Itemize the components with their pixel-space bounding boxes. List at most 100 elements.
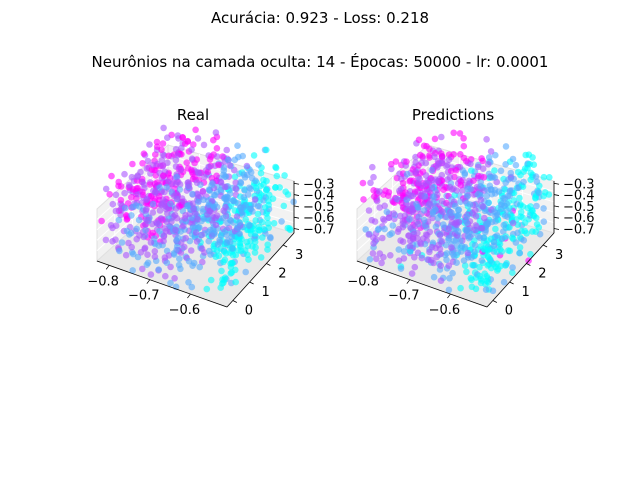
scatter-point: [406, 178, 414, 185]
scatter-point: [445, 156, 453, 163]
scatter-point: [237, 179, 245, 187]
scatter-point: [397, 265, 405, 272]
scatter-point: [502, 262, 509, 269]
scatter-point: [232, 266, 239, 274]
scatter-point: [190, 205, 197, 213]
scatter-point: [471, 242, 479, 249]
scatter-point: [456, 130, 464, 137]
scatter-point: [403, 170, 411, 178]
scatter-point: [425, 256, 432, 264]
scatter-point: [250, 152, 258, 159]
scatter-point: [139, 160, 146, 167]
scatter-point: [254, 210, 262, 218]
scatter-point: [410, 230, 418, 237]
scatter-point: [416, 175, 423, 183]
scatter-point: [411, 263, 419, 271]
scatter-point: [483, 192, 491, 200]
z-tick-label: −0.6: [563, 211, 595, 226]
scatter-point: [128, 212, 135, 219]
scatter-point: [506, 187, 514, 194]
y-tick-mark: [526, 263, 531, 266]
scatter-point: [171, 275, 178, 282]
scatter-point: [494, 211, 501, 219]
scatter-point: [134, 253, 142, 261]
scatter-point: [475, 172, 482, 180]
scatter-point: [189, 170, 197, 177]
scatter-point: [254, 202, 262, 210]
x-axis-line: [356, 260, 488, 308]
figure-title-line2: Neurônios na camada oculta: 14 - Épocas:…: [92, 52, 549, 71]
subplot-title: Real: [177, 106, 209, 124]
scatter-point: [177, 228, 184, 235]
scatter-point: [458, 248, 465, 255]
x-tick-label: −0.6: [169, 303, 201, 318]
scatter-point: [480, 234, 488, 242]
scatter-point: [420, 216, 428, 224]
scatter-point: [509, 155, 517, 163]
scatter-point: [198, 245, 206, 252]
scatter-point: [412, 159, 420, 166]
scatter-point: [482, 286, 490, 294]
scatter-point: [162, 228, 170, 235]
scatter-point: [220, 164, 228, 171]
scatter-point: [136, 232, 143, 239]
scatter-point: [422, 180, 430, 187]
scatter-point: [102, 236, 110, 244]
scatter-point: [428, 243, 436, 251]
scatter-point: [144, 251, 151, 258]
scatter-point: [502, 161, 509, 168]
scatter-point: [508, 213, 516, 220]
scatter-point: [432, 223, 440, 230]
scatter-point: [370, 173, 377, 181]
scatter-point: [190, 141, 197, 148]
scatter-point: [143, 165, 151, 172]
scatter-point: [255, 161, 262, 168]
scatter-point: [226, 190, 234, 197]
scatter-point: [520, 178, 527, 186]
scatter-point: [141, 244, 149, 252]
scatter-point: [143, 261, 151, 269]
scatter-point: [176, 186, 184, 193]
scatter-point: [189, 219, 196, 227]
scatter-point: [252, 177, 259, 185]
scatter-point: [163, 218, 170, 226]
scatter-point: [468, 283, 476, 291]
scatter-point: [260, 181, 267, 188]
scatter-point: [194, 169, 202, 176]
scatter-point: [428, 184, 436, 192]
scatter-point: [173, 246, 180, 254]
scatter-point: [389, 222, 397, 229]
scatter-point: [500, 228, 507, 235]
scatter-point: [494, 265, 502, 273]
z-tick-mark: [293, 205, 300, 208]
scatter-point: [156, 227, 163, 235]
scatter-point: [540, 173, 548, 181]
scatter-point: [192, 229, 200, 236]
scatter-point: [142, 221, 149, 228]
scatter-point: [438, 197, 446, 205]
scatter-point: [493, 248, 501, 256]
scatter-point: [164, 134, 171, 141]
scatter-point: [470, 177, 477, 184]
y-tick-mark: [232, 300, 238, 303]
scatter-point: [122, 204, 129, 212]
x-tick-label: −0.6: [429, 303, 461, 318]
scatter-point: [251, 249, 259, 256]
scatter-point: [164, 159, 171, 167]
scatter-point: [159, 162, 166, 170]
scatter-point: [418, 192, 425, 200]
x-tick-label: −0.8: [87, 274, 119, 289]
scatter-point: [478, 257, 486, 264]
scatter-point: [407, 237, 414, 245]
scatter-point: [98, 217, 105, 225]
scatter-point: [365, 207, 373, 214]
figure-title-line1: Acurácia: 0.923 - Loss: 0.218: [211, 9, 429, 27]
scatter-point: [484, 161, 492, 168]
scatter-point: [509, 264, 516, 271]
scatter-point: [210, 203, 217, 210]
scatter-point: [509, 219, 517, 227]
scatter-point: [438, 171, 446, 179]
x-tick-mark: [146, 279, 151, 284]
scatter-point: [369, 163, 376, 171]
